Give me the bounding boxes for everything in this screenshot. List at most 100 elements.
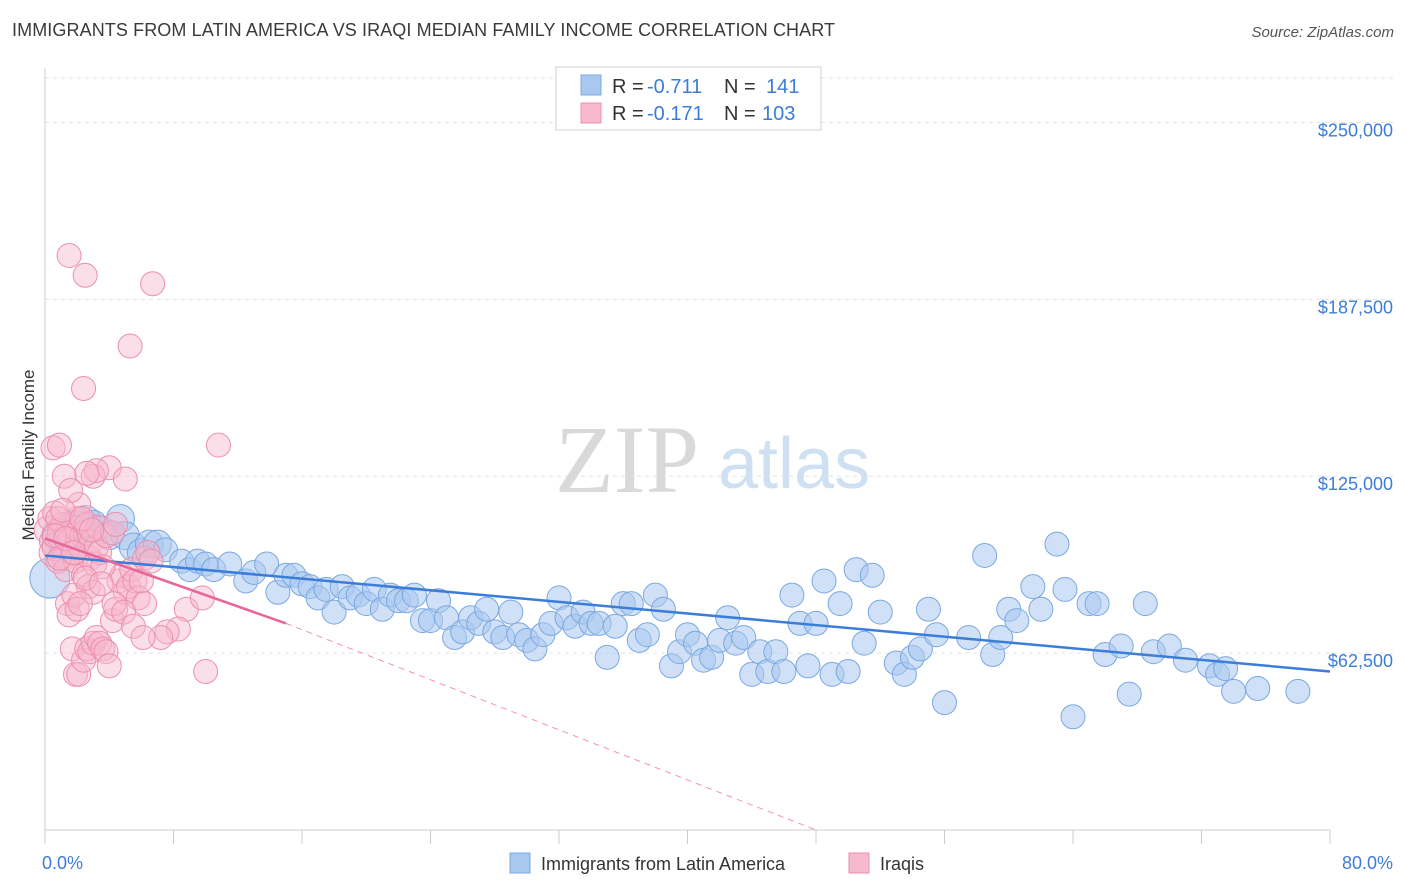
data-point-latin-america	[1060, 704, 1086, 730]
series-iraqis	[33, 242, 231, 687]
data-point-iraqis	[46, 432, 72, 458]
legend-n-label: N =	[724, 76, 756, 98]
data-point-iraqis	[56, 242, 82, 268]
y-axis-title: Median Family Income	[19, 369, 38, 540]
data-point-latin-america	[932, 690, 957, 716]
data-point-latin-america	[1044, 531, 1070, 557]
data-point-latin-america	[594, 644, 620, 670]
watermark: ZIP atlas	[555, 406, 870, 513]
data-point-iraqis	[140, 271, 166, 297]
legend-swatch-blue	[580, 74, 602, 96]
data-point-latin-america	[217, 551, 243, 577]
data-point-latin-america	[474, 596, 500, 622]
data-point-iraqis	[51, 463, 77, 489]
trend-line-latin-america	[44, 554, 1331, 673]
legend-swatch-pink	[580, 102, 602, 124]
data-point-iraqis	[205, 432, 231, 458]
data-point-iraqis	[72, 262, 98, 288]
y-tick-label: $250,000	[1318, 120, 1393, 140]
data-point-latin-america	[634, 622, 660, 648]
data-point-latin-america	[771, 659, 797, 685]
data-point-latin-america	[972, 542, 998, 568]
legend: R = -0.711 N = 141 R = -0.171 N = 103	[555, 66, 822, 131]
data-point-latin-america	[867, 599, 893, 625]
data-point-latin-america	[1052, 576, 1078, 602]
legend-n-value-blue: 141	[766, 76, 799, 98]
y-tick-label: $62,500	[1328, 651, 1393, 671]
bottom-legend-swatch-blue	[509, 852, 531, 874]
chart-title: IMMIGRANTS FROM LATIN AMERICA VS IRAQI M…	[12, 20, 836, 40]
data-point-latin-america	[618, 591, 644, 617]
data-point-iraqis	[71, 375, 97, 401]
data-point-iraqis	[58, 477, 84, 503]
bottom-legend-label-blue: Immigrants from Latin America	[541, 854, 786, 874]
legend-r-label: R =	[612, 76, 644, 98]
x-tick-label-min: 0.0%	[42, 853, 83, 873]
data-point-latin-america	[1020, 574, 1046, 600]
data-point-latin-america	[1028, 596, 1054, 622]
data-point-latin-america	[915, 596, 941, 622]
data-point-iraqis	[83, 458, 109, 484]
watermark-zip: ZIP	[555, 406, 699, 513]
data-point-latin-america	[907, 636, 933, 662]
data-point-iraqis	[72, 565, 98, 591]
data-point-iraqis	[112, 466, 138, 492]
data-point-latin-america	[731, 625, 757, 651]
legend-n-label: N =	[724, 103, 756, 125]
data-point-iraqis	[148, 625, 174, 651]
data-point-latin-america	[835, 659, 861, 685]
axes	[44, 68, 1331, 844]
data-point-iraqis	[66, 661, 92, 687]
data-point-iraqis	[90, 636, 116, 662]
data-point-latin-america	[827, 591, 853, 617]
data-point-latin-america	[602, 613, 628, 639]
legend-r-value-blue: -0.711	[647, 76, 702, 98]
data-point-iraqis	[96, 653, 122, 679]
trend-lines	[44, 537, 1331, 831]
data-point-latin-america	[498, 599, 524, 625]
y-tick-label: $187,500	[1318, 297, 1393, 317]
bottom-legend-swatch-pink	[848, 852, 870, 874]
chart-source: Source: ZipAtlas.com	[1251, 24, 1394, 41]
y-tick-label: $125,000	[1318, 474, 1393, 494]
data-point-iraqis	[130, 625, 156, 651]
y-tick-labels: $62,500 $125,000 $187,500 $250,000	[1318, 120, 1393, 671]
legend-r-label: R =	[612, 103, 644, 125]
data-point-latin-america	[29, 557, 71, 599]
data-point-iraqis	[79, 517, 105, 543]
data-point-latin-america	[795, 653, 821, 679]
bottom-legend-label-pink: Iraqis	[880, 854, 924, 874]
data-point-latin-america	[1116, 681, 1142, 707]
data-point-iraqis	[101, 591, 127, 617]
data-point-latin-america	[779, 582, 805, 608]
trend-line-iraqis	[44, 537, 287, 625]
data-point-iraqis	[74, 460, 100, 486]
x-tick-label-max: 80.0%	[1342, 853, 1393, 873]
data-point-latin-america	[1221, 678, 1247, 704]
data-point-latin-america	[859, 562, 885, 588]
data-point-iraqis	[117, 333, 143, 359]
data-point-latin-america	[1084, 591, 1110, 617]
data-point-latin-america	[851, 630, 877, 656]
legend-r-value-pink: -0.171	[647, 103, 704, 125]
data-point-iraqis	[40, 435, 66, 461]
data-point-iraqis	[50, 497, 76, 523]
data-point-iraqis	[67, 591, 93, 617]
data-point-latin-america	[650, 596, 676, 622]
data-point-latin-america	[811, 568, 837, 594]
data-point-latin-america	[1132, 591, 1158, 617]
data-point-iraqis	[111, 599, 137, 625]
data-point-iraqis	[193, 659, 219, 685]
series-latin-america	[29, 504, 1311, 730]
data-point-latin-america	[1004, 608, 1030, 634]
legend-n-value-pink: 103	[762, 103, 795, 125]
data-point-latin-america	[401, 582, 427, 608]
bottom-legend: Immigrants from Latin America Iraqis	[509, 852, 924, 874]
data-point-latin-america	[1285, 678, 1311, 704]
data-point-latin-america	[1245, 675, 1271, 701]
x-tick-labels: 0.0% 80.0%	[42, 853, 1393, 873]
data-point-iraqis	[103, 511, 129, 537]
data-point-latin-america	[321, 599, 347, 625]
trend-line-iraqis-extension	[285, 622, 817, 831]
